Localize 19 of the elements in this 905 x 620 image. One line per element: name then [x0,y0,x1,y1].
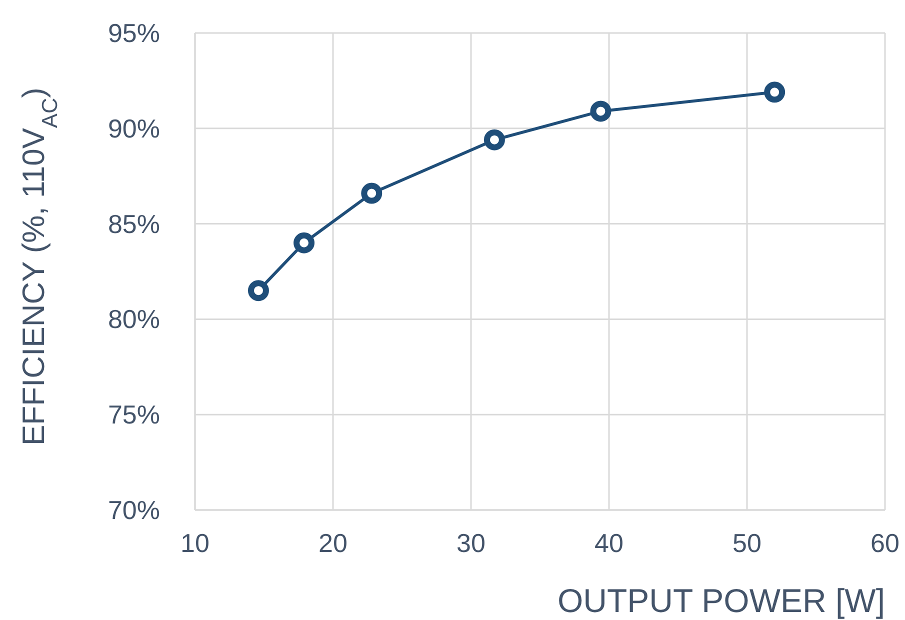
point [294,232,315,254]
x-axis-title: OUTPUT POWER [W] [557,582,885,619]
x-tick-label: 50 [732,528,762,558]
point [361,182,382,204]
y-tick-label: 85% [108,208,160,239]
x-tick-label: 20 [318,528,348,558]
y-tick-label: 80% [108,304,160,334]
y-tick-label: 70% [108,495,160,525]
x-tick-label: 40 [594,528,624,558]
y-tick-label: 95% [108,18,160,48]
x-tick-label: 10 [180,528,210,558]
point [590,100,612,122]
point [764,82,786,103]
y-tick-label: 75% [108,400,160,430]
point [248,280,269,302]
point [484,129,505,150]
x-tick-label: 30 [456,528,486,558]
y-tick-label: 90% [108,113,160,144]
x-tick-label: 60 [870,528,900,558]
